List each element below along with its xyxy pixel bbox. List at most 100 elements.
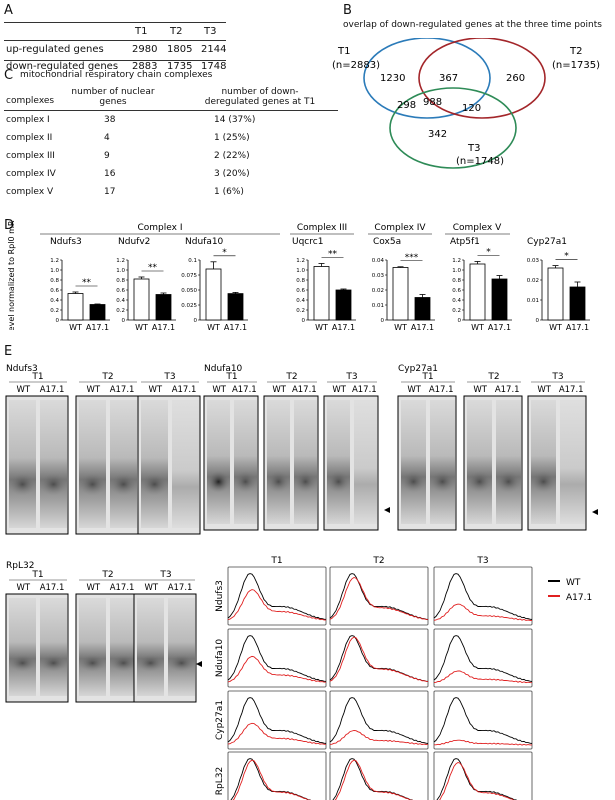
table-c-header: number of down-deregulated genes at T1 [204, 87, 316, 107]
venn-circle-t3 [389, 87, 517, 169]
lane-label-a17: A17.1 [40, 385, 65, 395]
profile-plot-frame [433, 628, 533, 688]
group-label: Complex III [297, 223, 347, 233]
profile-plot-frame [227, 566, 327, 626]
lane-label-a17: A17.1 [429, 385, 454, 395]
table-a-row-label: up-regulated genes [6, 44, 104, 55]
blot-timepoint-label: T2 [285, 372, 297, 382]
arrowhead-icon [384, 507, 390, 513]
blot-band [267, 471, 290, 493]
y-tick-label: 0.025 [181, 303, 197, 309]
table-c-cell: 2 (22%) [214, 151, 250, 161]
lane-label-wt: WT [86, 385, 100, 395]
blot-gene-label: Ndufa10 [204, 364, 243, 374]
lane-label-wt: WT [473, 385, 487, 395]
significance-stars: ** [328, 250, 338, 260]
table-rule [4, 60, 226, 61]
venn-region-t1-t2: 367 [439, 73, 458, 84]
y-tick-label: 0 [302, 318, 306, 324]
panel-c-title: mitochondrial respiratory chain complexe… [20, 70, 213, 80]
blot-gene-label: Cyp27a1 [398, 364, 438, 374]
lane-label-wt: WT [16, 583, 30, 593]
y-tick-label: 0 [194, 318, 198, 324]
panel-a-label: A [4, 3, 13, 18]
profile-a17-line [329, 636, 429, 683]
profile-column-label: T2 [372, 556, 384, 566]
table-a-row-label: down-regulated genes [6, 61, 119, 72]
panel-d-charts: Complex I Complex III Complex IV Complex V m… [7, 220, 590, 330]
lane-label-a17: A17.1 [292, 385, 317, 395]
profile-plot-frame [329, 628, 429, 688]
table-c-row-label: complex III [6, 151, 55, 161]
profile-column-label: T1 [270, 556, 282, 566]
legend-label-wt: WT [566, 578, 581, 588]
table-c-cell: 1 (25%) [214, 133, 250, 143]
lane-label-a17: A17.1 [495, 385, 520, 395]
profile-a17-line [329, 730, 429, 746]
profile-plot-frame [433, 690, 533, 750]
bar-wt [392, 267, 409, 321]
profile-a17-line [433, 603, 533, 621]
x-tick-label: A17.1 [332, 323, 355, 330]
table-c-row-label: complex V [6, 187, 54, 197]
profile-wt-line [227, 697, 327, 744]
blot-lane-smear [467, 400, 492, 524]
y-tick-label: 0.6 [50, 288, 59, 294]
significance-stars: * [564, 252, 569, 262]
x-tick-label: A17.1 [152, 323, 175, 330]
profile-wt-line [433, 635, 533, 682]
profile-wt-line [329, 697, 429, 744]
table-rule [4, 40, 226, 41]
significance-stars: ** [82, 278, 92, 288]
bar-wt [469, 263, 486, 321]
blot-gene-label: RpL32 [6, 561, 34, 571]
lane-label-a17: A17.1 [232, 385, 257, 395]
y-tick-label: 0.4 [50, 298, 59, 304]
profile-plot-frame [227, 751, 327, 800]
lane-label-wt: WT [86, 583, 100, 593]
group-label: Complex V [453, 223, 502, 233]
profile-plot-frame [329, 566, 429, 626]
x-tick-label: A17.1 [566, 323, 589, 330]
profile-plot-frame [329, 751, 429, 800]
x-tick-label: WT [135, 323, 148, 330]
y-tick-label: 0.04 [372, 258, 385, 264]
blot-band [110, 473, 137, 496]
blot-lane-smear [560, 400, 585, 524]
profile-a17-line [227, 722, 327, 745]
blot-lane-smear [110, 598, 137, 696]
blot-band [401, 471, 426, 493]
x-tick-label: WT [207, 323, 220, 330]
lane-label-wt: WT [537, 385, 551, 395]
y-tick-label: 0 [536, 318, 540, 324]
blot-lane-smear [496, 400, 521, 524]
lane-label-a17: A17.1 [352, 385, 377, 395]
group-label: Complex IV [374, 223, 426, 233]
x-tick-label: A17.1 [224, 323, 247, 330]
profile-a17-line [227, 589, 327, 621]
table-c-row-label: complex II [6, 133, 53, 143]
chart-title: Ndufv2 [118, 237, 150, 247]
blot-lane-smear [137, 598, 164, 696]
y-tick-label: 0.8 [50, 278, 59, 284]
bar-wt [547, 267, 564, 321]
y-tick-label: 1.0 [452, 268, 461, 274]
x-tick-label: WT [69, 323, 82, 330]
blot-band [496, 471, 521, 493]
blot-lane-smear [401, 400, 426, 524]
table-c-cell: 16 [104, 169, 116, 179]
table-c-row-label: complex IV [6, 169, 56, 179]
table-a-cell: 2883 [132, 61, 158, 72]
arrowhead-icon [196, 661, 202, 667]
y-tick-label: 0.4 [452, 298, 461, 304]
y-tick-label: 1.2 [296, 258, 305, 264]
lane-label-a17: A17.1 [172, 385, 197, 395]
y-tick-label: 1.2 [50, 258, 59, 264]
blot-band [294, 471, 317, 493]
significance-stars: ** [148, 263, 158, 273]
blot-band [9, 473, 36, 496]
y-tick-label: 0.01 [527, 298, 539, 304]
blot-band [207, 471, 230, 493]
x-tick-label: A17.1 [411, 323, 434, 330]
